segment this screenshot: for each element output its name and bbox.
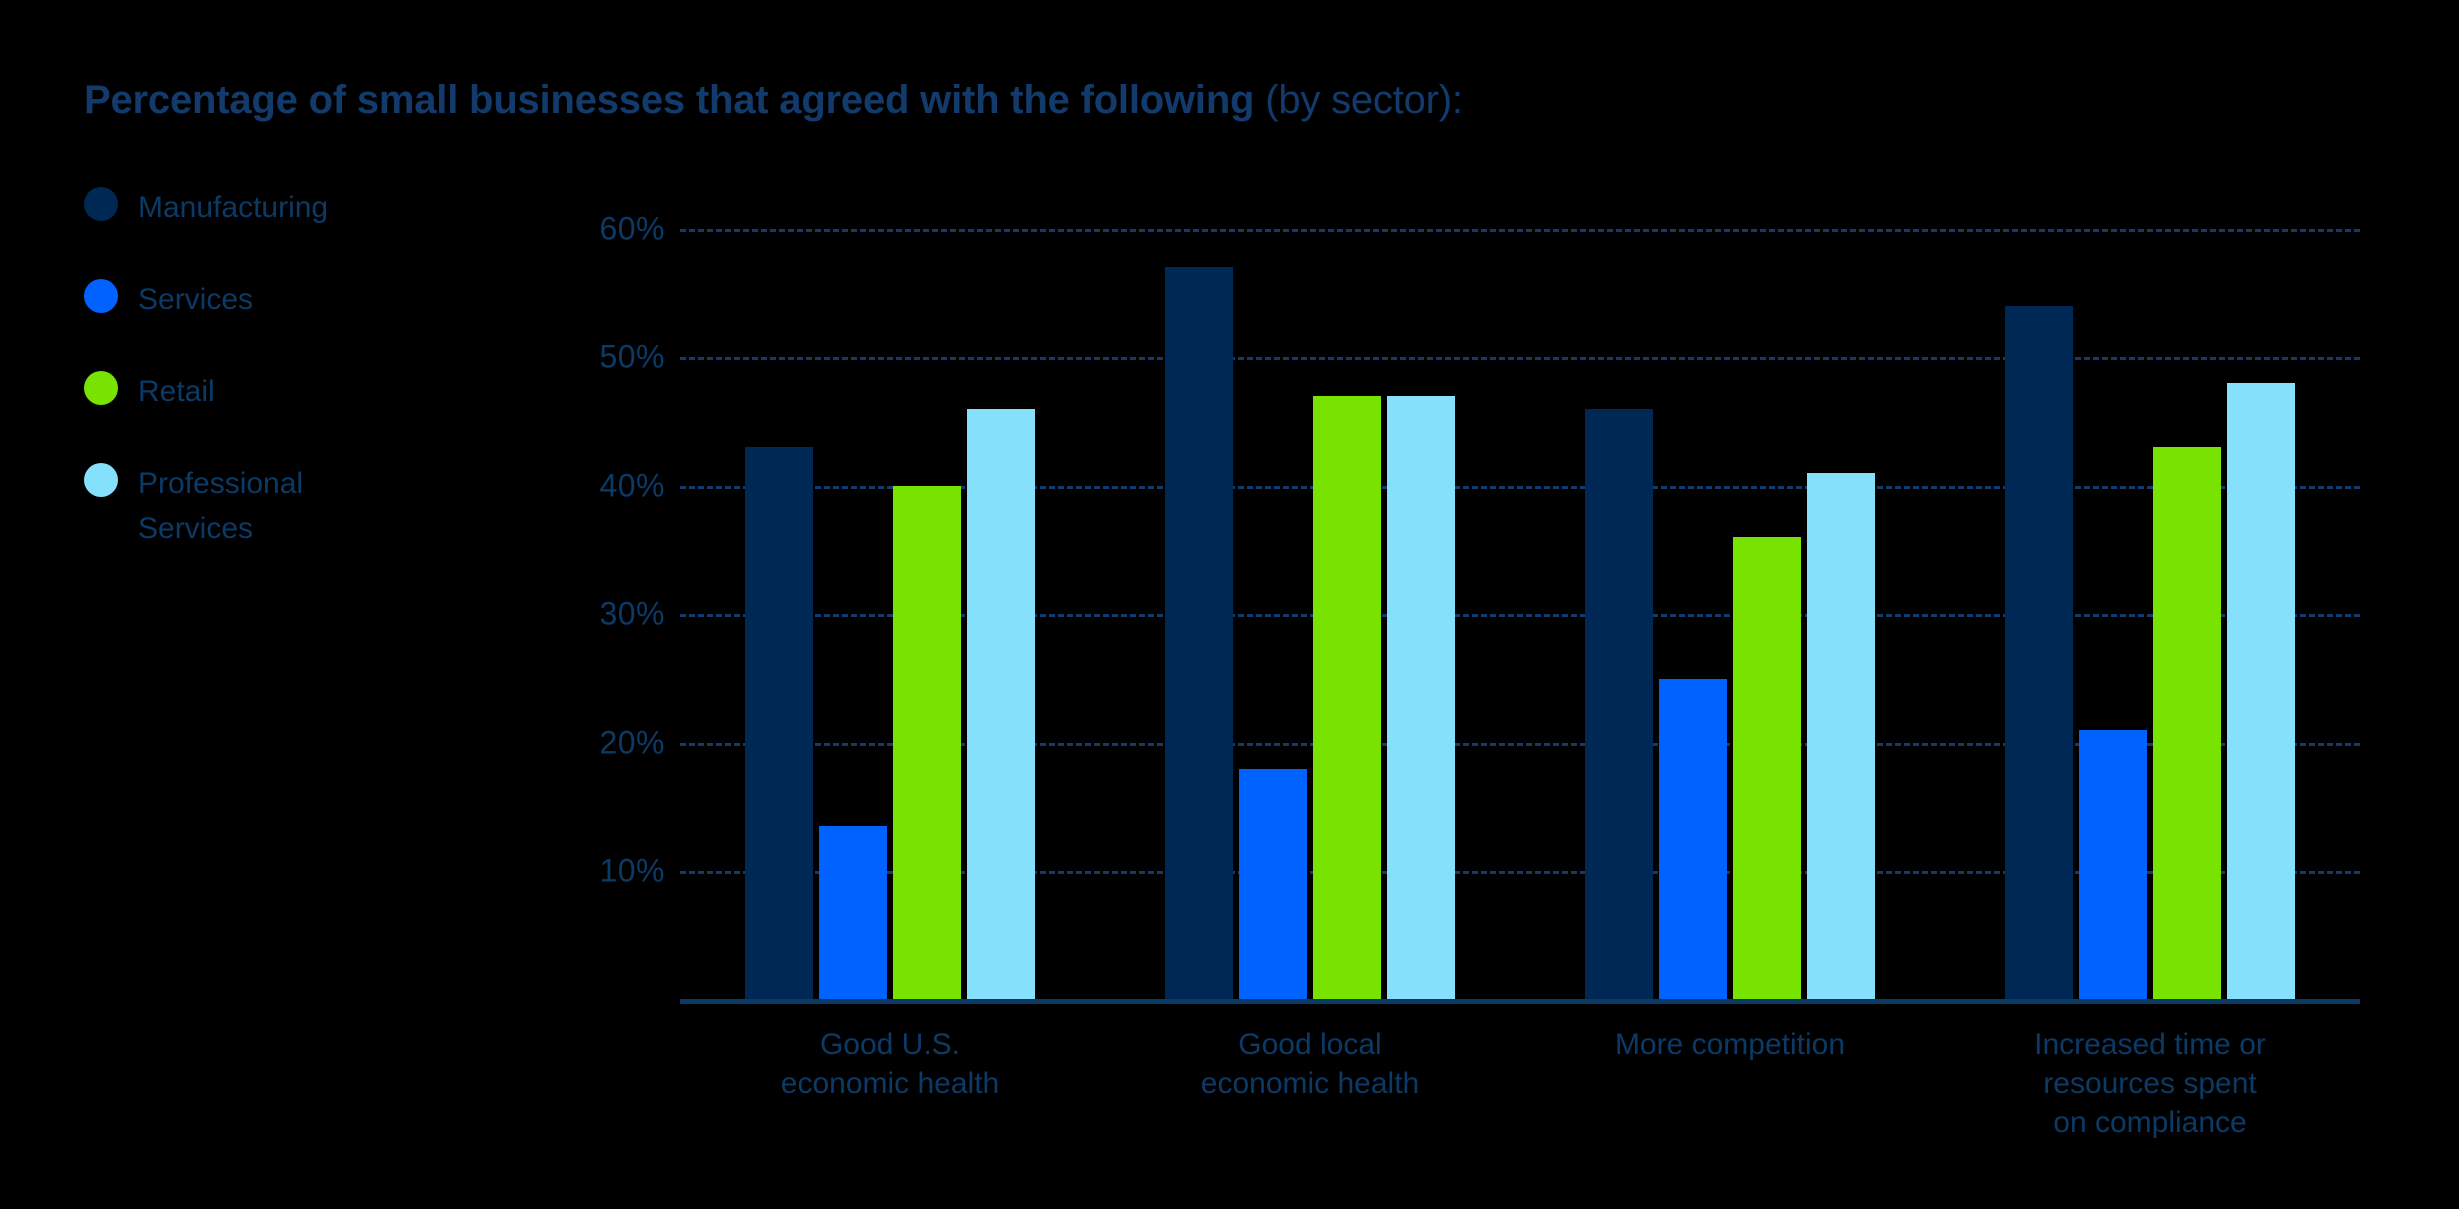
bar[interactable] bbox=[893, 485, 961, 1000]
bar[interactable] bbox=[2005, 305, 2073, 1000]
x-axis-category-line: Increased time or bbox=[2034, 1028, 2266, 1061]
y-axis-tick-label: 60% bbox=[599, 210, 665, 247]
legend-item[interactable]: Services bbox=[84, 277, 384, 322]
bar[interactable] bbox=[745, 447, 813, 1000]
x-axis-category-line: Good U.S. bbox=[819, 1028, 961, 1061]
gridline bbox=[680, 742, 2360, 746]
x-axis-category-line: More competition bbox=[1614, 1028, 1846, 1061]
legend-item-label: Retail bbox=[138, 375, 215, 408]
bar[interactable] bbox=[1659, 678, 1727, 1000]
bar-slot bbox=[1659, 200, 1727, 1000]
bar-group bbox=[1940, 200, 2360, 1000]
x-axis-category-line: on compliance bbox=[2053, 1106, 2247, 1139]
x-axis-line bbox=[680, 999, 2360, 1004]
legend-item[interactable]: Manufacturing bbox=[84, 185, 384, 230]
gridline bbox=[680, 485, 2360, 489]
legend-item-label: Manufacturing bbox=[138, 191, 329, 224]
bar-group bbox=[1100, 200, 1520, 1000]
bar-slot bbox=[1733, 200, 1801, 1000]
legend-item-label: Professional Services bbox=[138, 467, 304, 545]
bar-group bbox=[1520, 200, 1940, 1000]
chart-title: Percentage of small businesses that agre… bbox=[84, 78, 1463, 122]
bar-slot bbox=[893, 200, 961, 1000]
x-axis-category-line: resources spent bbox=[2043, 1067, 2257, 1100]
chart-title-bold: Percentage of small businesses that agre… bbox=[84, 78, 1255, 122]
y-axis-tick-label: 10% bbox=[599, 852, 665, 889]
gridline bbox=[680, 357, 2360, 361]
legend-item[interactable]: Professional Services bbox=[84, 461, 384, 551]
x-axis-category-label: Good local economic health bbox=[1100, 1025, 1520, 1142]
bar-slot bbox=[819, 200, 887, 1000]
bar-slot bbox=[2079, 200, 2147, 1000]
gridline bbox=[680, 228, 2360, 232]
x-axis-category-line: Good local bbox=[1238, 1028, 1382, 1061]
y-axis-tick-label: 40% bbox=[599, 467, 665, 504]
bar-group bbox=[680, 200, 1100, 1000]
chart-legend: Manufacturing Services Retail Professional … bbox=[84, 185, 384, 598]
bar-slot bbox=[967, 200, 1035, 1000]
bar[interactable] bbox=[1313, 395, 1381, 1000]
bar-slot bbox=[1585, 200, 1653, 1000]
bar-slot bbox=[1239, 200, 1307, 1000]
bar-slot bbox=[2153, 200, 2221, 1000]
x-axis-category-label: Good U.S. economic health bbox=[680, 1025, 1100, 1142]
bar-groups bbox=[680, 200, 2360, 1000]
y-axis-tick-label: 20% bbox=[599, 724, 665, 761]
gridline bbox=[680, 614, 2360, 618]
bar[interactable] bbox=[1165, 267, 1233, 1000]
bar-slot bbox=[1387, 200, 1455, 1000]
legend-swatch-icon bbox=[84, 187, 118, 221]
y-axis-tick-label: 30% bbox=[599, 595, 665, 632]
legend-swatch-icon bbox=[84, 371, 118, 405]
y-axis-tick-label: 50% bbox=[599, 338, 665, 375]
x-axis-category-line: economic health bbox=[1200, 1067, 1420, 1100]
x-axis-category-line: economic health bbox=[780, 1067, 1000, 1100]
bar-slot bbox=[1313, 200, 1381, 1000]
bar[interactable] bbox=[1733, 537, 1801, 1000]
legend-item[interactable]: Retail bbox=[84, 369, 384, 414]
y-axis-labels: 10% 20% 30% 40% 50% 60% bbox=[560, 200, 665, 1000]
bar[interactable] bbox=[2153, 447, 2221, 1000]
bar[interactable] bbox=[1387, 395, 1455, 1000]
x-axis-labels: Good U.S. economic health Good local econom… bbox=[680, 1025, 2360, 1142]
legend-swatch-icon bbox=[84, 463, 118, 497]
bar-slot bbox=[2227, 200, 2295, 1000]
x-axis-category-label: More competition bbox=[1520, 1025, 1940, 1142]
legend-item-label: Services bbox=[138, 283, 254, 316]
legend-swatch-icon bbox=[84, 279, 118, 313]
bar[interactable] bbox=[1239, 768, 1307, 1000]
gridline bbox=[680, 871, 2360, 875]
bar-slot bbox=[2005, 200, 2073, 1000]
bar-slot bbox=[1165, 200, 1233, 1000]
plot-area: 10% 20% 30% 40% 50% 60% bbox=[560, 200, 2360, 1004]
bar-slot bbox=[1807, 200, 1875, 1000]
bar[interactable] bbox=[819, 826, 887, 1000]
bar[interactable] bbox=[2079, 730, 2147, 1000]
x-axis-category-label: Increased time or resources spent on compl… bbox=[1940, 1025, 2360, 1142]
bar[interactable] bbox=[2227, 383, 2295, 1000]
plot-canvas bbox=[680, 200, 2360, 1004]
chart-title-regular: (by sector): bbox=[1254, 78, 1463, 122]
bar[interactable] bbox=[1585, 408, 1653, 1000]
bar-slot bbox=[745, 200, 813, 1000]
bar[interactable] bbox=[1807, 473, 1875, 1000]
bar[interactable] bbox=[967, 408, 1035, 1000]
